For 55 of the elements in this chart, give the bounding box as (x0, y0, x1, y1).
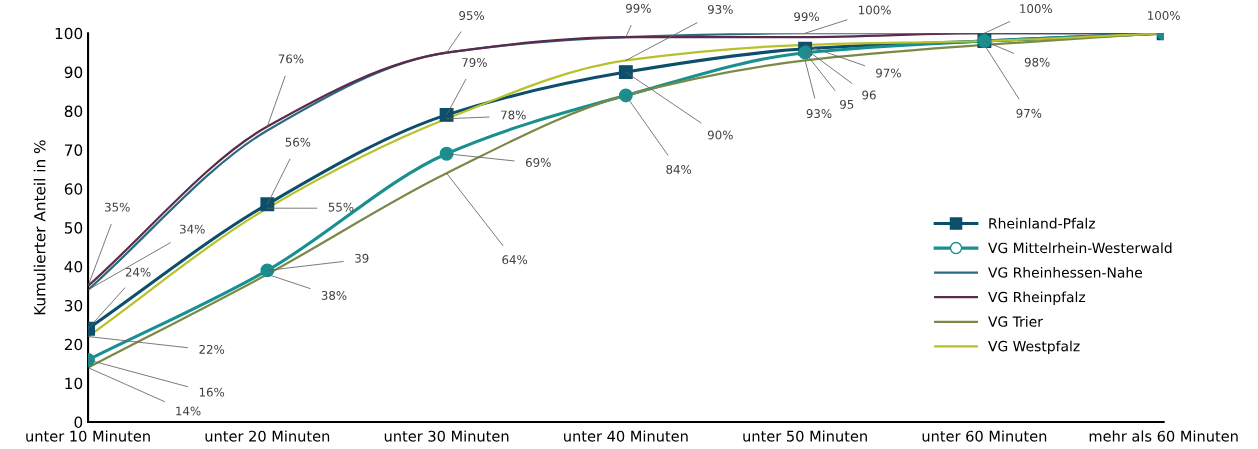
legend-label: VG Rheinhessen-Nahe (988, 266, 1142, 278)
data-label: 22% (199, 344, 225, 354)
data-label: 78% (501, 110, 526, 120)
data-label: 99% (794, 12, 819, 22)
y-tick-label: 90 (64, 66, 83, 79)
data-label: 99% (625, 3, 651, 13)
x-tick-label: unter 60 Minuten (922, 430, 1047, 442)
data-label: 16% (199, 387, 225, 397)
data-label: 56% (285, 137, 311, 147)
data-label: 100% (1148, 11, 1180, 20)
legend-label: VG Mittelrhein-Westerwald (988, 242, 1172, 254)
x-tick-label: unter 30 Minuten (384, 430, 509, 442)
data-label: 34% (180, 224, 205, 234)
data-label: 93% (707, 4, 733, 14)
legend-label: VG Trier (988, 316, 1043, 327)
x-tick-label: unter 20 Minuten (205, 430, 330, 442)
data-label: 76% (278, 54, 304, 64)
x-tick-label: unter 40 Minuten (564, 430, 688, 442)
data-label: 35% (105, 202, 130, 212)
data-label: 100% (1020, 4, 1052, 14)
y-tick-label: 70 (65, 144, 83, 156)
data-label: 55% (328, 202, 354, 212)
data-label: 38% (321, 291, 347, 300)
y-tick-label: 40 (64, 260, 83, 273)
data-label: 14% (176, 406, 201, 416)
y-tick-label: 60 (64, 183, 83, 195)
data-label: 97% (1016, 108, 1042, 118)
data-label: 95 (840, 99, 854, 109)
data-label: 84% (666, 164, 692, 174)
data-label: 24% (125, 267, 151, 277)
data-label: 69% (525, 157, 551, 167)
y-tick-label: 100 (55, 27, 83, 40)
data-label: 96 (862, 90, 876, 100)
data-label: 100% (858, 5, 891, 15)
data-label: 79% (462, 57, 487, 67)
legend-label: VG Westpfalz (988, 340, 1080, 355)
legend-label: VG Rheinpfalz (988, 291, 1086, 305)
data-label: 93% (806, 109, 832, 119)
data-label: 64% (502, 255, 528, 265)
x-tick-label: unter 10 Minuten (26, 430, 150, 442)
y-axis-title: Kumulierter Anteil in % (33, 140, 46, 315)
data-label: 90% (707, 130, 733, 140)
data-label: 97% (876, 68, 901, 78)
y-tick-label: 80 (64, 105, 83, 118)
data-label: 95% (459, 11, 485, 20)
y-tick-label: 50 (64, 222, 83, 234)
x-tick-label: unter 50 Minuten (743, 430, 867, 442)
y-tick-label: 0 (74, 416, 83, 429)
y-tick-label: 20 (64, 338, 83, 351)
legend-label: Rheinland-Pfalz (989, 217, 1095, 229)
y-tick-label: 10 (65, 377, 83, 390)
data-label: 39 (355, 253, 369, 263)
x-tick-label: mehr als 60 Minuten (1089, 430, 1238, 442)
data-label: 98% (1024, 57, 1050, 67)
y-tick-label: 30 (64, 299, 83, 312)
